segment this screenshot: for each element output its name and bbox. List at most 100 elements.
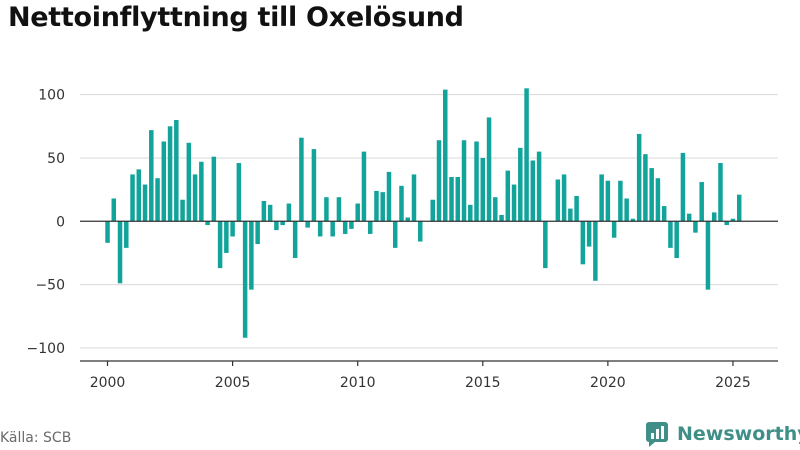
bar: [580, 221, 586, 265]
bar: [186, 142, 192, 222]
bars: [105, 88, 742, 338]
x-tick-label: 2020: [590, 375, 626, 391]
y-tick-label: 50: [47, 151, 65, 167]
bar: [699, 182, 704, 222]
bar: [255, 221, 260, 245]
bar: [736, 194, 742, 222]
bar: [611, 221, 617, 238]
x-tick-label: 2010: [340, 375, 376, 391]
bar: [311, 149, 317, 222]
bar: [436, 140, 442, 222]
bar: [380, 192, 385, 222]
chart-title: Nettoinflyttning till Oxelösund: [8, 2, 464, 33]
bar: [518, 147, 523, 222]
bar: [605, 180, 611, 222]
axes: −100 −50 0 50 100 2000 2005 2010 2015 2020 2025: [27, 88, 778, 391]
bar: [530, 160, 536, 222]
bar: [130, 174, 135, 222]
bar: [117, 221, 123, 284]
y-tick-label: −100: [27, 341, 65, 357]
bar: [624, 198, 629, 222]
bar: [336, 197, 342, 222]
bar: [417, 221, 423, 242]
bar: [461, 140, 467, 222]
bar: [224, 221, 229, 253]
bar: [443, 89, 448, 222]
bar: [455, 176, 461, 222]
bar: [674, 221, 679, 258]
bar: [155, 178, 160, 222]
bar: [111, 198, 117, 222]
bar: [630, 218, 636, 222]
bar: [643, 154, 648, 222]
bar: [618, 180, 623, 222]
bar: [561, 174, 567, 222]
bar: [593, 221, 598, 281]
bar: [136, 169, 142, 222]
bar: [536, 151, 542, 222]
bar: [286, 203, 292, 222]
newsworthy-logo-icon: [646, 422, 668, 447]
bar: [474, 141, 479, 222]
y-tick-label: 0: [56, 214, 65, 230]
bar: [236, 163, 242, 222]
bar: [468, 204, 473, 222]
bar: [411, 174, 417, 222]
bar: [705, 221, 711, 290]
bar: [568, 208, 573, 222]
bar: [305, 221, 310, 228]
bar: [142, 184, 148, 222]
bar: [367, 221, 373, 234]
bar: [480, 157, 486, 222]
y-tick-label: −50: [35, 278, 65, 294]
bar: [217, 221, 223, 269]
bar: [105, 221, 110, 243]
bar: [686, 213, 692, 222]
bar: [280, 221, 285, 226]
bar: [524, 88, 529, 222]
bar: [724, 221, 729, 226]
bar: [649, 168, 654, 222]
brand-logo: Newsworthy: [645, 420, 800, 448]
x-tick-label: 2025: [715, 375, 751, 391]
brand-name: Newsworthy: [677, 423, 800, 445]
bar: [374, 190, 379, 222]
bar: [317, 221, 323, 237]
bar: [636, 133, 642, 222]
bar: [230, 221, 235, 237]
bar: [668, 221, 673, 248]
bar: [493, 197, 498, 222]
bar: [161, 141, 167, 222]
bar: [511, 184, 517, 222]
bar: [180, 199, 185, 222]
bar: [205, 221, 210, 226]
bar: [392, 221, 398, 248]
bar: [124, 221, 129, 248]
x-tick-label: 2015: [465, 375, 501, 391]
y-tick-label: 100: [38, 88, 65, 104]
bar: [730, 218, 736, 222]
bar: [249, 221, 254, 290]
bar: [242, 221, 248, 338]
bar: [555, 179, 561, 222]
bar: [349, 221, 354, 229]
bar: [324, 197, 329, 222]
bar: [718, 163, 723, 222]
bar: [355, 203, 360, 222]
bar: [167, 126, 173, 222]
bar: [680, 152, 686, 222]
bar: [174, 119, 179, 222]
bar: [430, 199, 435, 222]
bar: [543, 221, 548, 269]
bar: [149, 130, 154, 222]
bar: [661, 206, 667, 222]
bar: [199, 161, 204, 222]
bar: [405, 217, 410, 222]
bar: [586, 221, 592, 247]
bar: [693, 221, 698, 233]
bar: [486, 117, 492, 222]
bar: [574, 195, 579, 222]
bar: [299, 137, 304, 222]
source-label: Källa: SCB: [0, 430, 72, 446]
